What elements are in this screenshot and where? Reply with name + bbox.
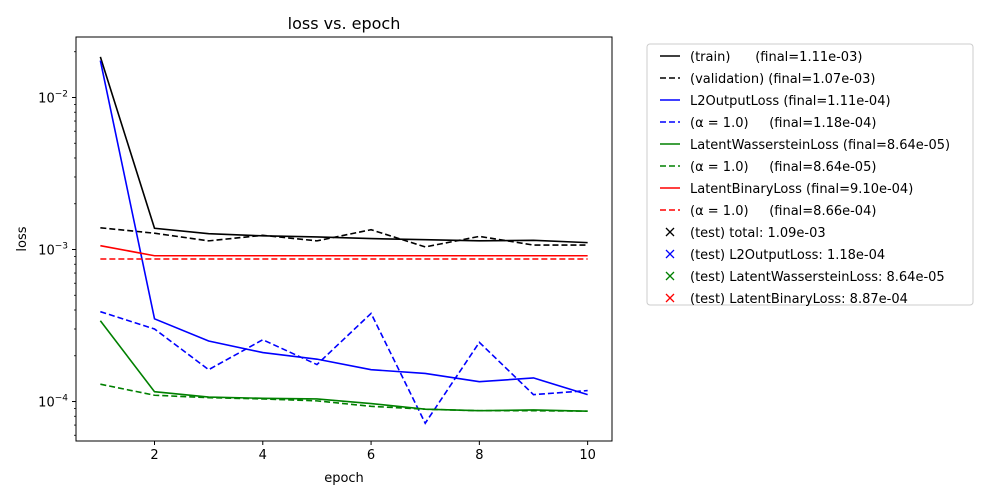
- y-axis-label: loss: [15, 226, 30, 251]
- legend-test-label: (test) LatentWassersteinLoss: 8.64e-05: [690, 270, 945, 285]
- y-tick-label: 10−3: [38, 242, 68, 259]
- legend-entry-label: L2OutputLoss (final=1.11e-04): [690, 94, 891, 109]
- legend-marker-x: [665, 293, 675, 303]
- series-line-5: [100, 383, 588, 412]
- y-tick-base: 10: [38, 396, 55, 411]
- legend-entry-label: (train) (final=1.11e-03): [690, 50, 862, 65]
- y-tick-exponent: −4: [55, 394, 69, 404]
- legend-test-label: (test) LatentBinaryLoss: 8.87e-04: [690, 292, 908, 307]
- y-tick-exponent: −3: [55, 242, 68, 252]
- y-axis: 10−410−310−2: [38, 51, 76, 436]
- series-line-3: [100, 310, 588, 425]
- series-line-2: [99, 60, 588, 396]
- series-line-4: [99, 320, 588, 412]
- series-line-0: [99, 56, 588, 244]
- legend-test-label: (test) total: 1.09e-03: [690, 226, 826, 241]
- x-tick-label: 8: [475, 448, 483, 463]
- legend: (train) (final=1.11e-03) (validation) (fi…: [646, 43, 974, 307]
- legend-marker-x: [665, 271, 675, 281]
- legend-entry-label: LatentWassersteinLoss (final=8.64e-05): [690, 138, 950, 153]
- series-line-1: [100, 226, 588, 248]
- legend-entry-label: (α = 1.0) (final=1.18e-04): [690, 116, 876, 131]
- x-tick-label: 10: [579, 448, 596, 463]
- x-axis-label: epoch: [324, 471, 364, 486]
- y-tick-base: 10: [38, 244, 55, 259]
- y-tick-exponent: −2: [55, 89, 68, 99]
- plot-lines: [99, 56, 588, 425]
- plot-frame: [75, 36, 613, 442]
- x-tick-label: 6: [367, 448, 375, 463]
- chart-title: loss vs. epoch: [288, 14, 401, 33]
- legend-test-label: (test) L2OutputLoss: 1.18e-04: [690, 248, 885, 263]
- legend-marker-x: [665, 249, 675, 259]
- legend-entry-label: LatentBinaryLoss (final=9.10e-04): [690, 182, 913, 197]
- y-tick-label: 10−4: [38, 394, 68, 411]
- series-line-6: [100, 244, 588, 257]
- y-tick-base: 10: [38, 91, 55, 106]
- legend-entry-label: (validation) (final=1.07e-03): [690, 72, 876, 87]
- legend-box: [646, 43, 974, 306]
- legend-marker-x: [665, 227, 675, 237]
- x-tick-label: 2: [150, 448, 158, 463]
- legend-entry-label: (α = 1.0) (final=8.66e-04): [690, 204, 876, 219]
- legend-entry-label: (α = 1.0) (final=8.64e-05): [690, 160, 876, 175]
- x-tick-label: 4: [259, 448, 267, 463]
- y-tick-label: 10−2: [38, 89, 68, 106]
- x-axis: 2 4 6 8 10: [150, 441, 596, 463]
